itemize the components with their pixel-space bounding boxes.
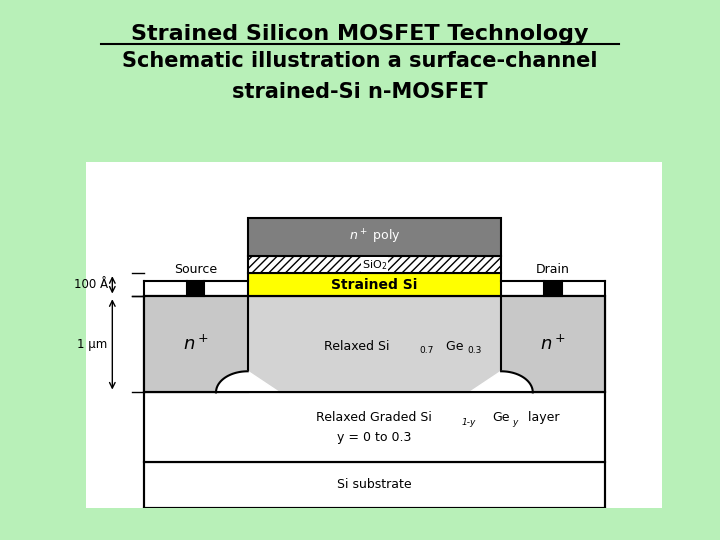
Text: $n^+$ poly: $n^+$ poly [348, 228, 400, 246]
Text: strained-Si n-MOSFET: strained-Si n-MOSFET [232, 82, 488, 102]
Text: Relaxed Graded Si: Relaxed Graded Si [317, 411, 432, 424]
Text: layer: layer [524, 411, 559, 424]
Bar [501, 296, 605, 393]
Bar [248, 218, 501, 256]
Text: y: y [513, 418, 518, 427]
Text: Drain: Drain [536, 264, 570, 276]
Bar [544, 281, 562, 296]
Bar [187, 281, 204, 296]
Bar [248, 372, 501, 393]
Text: 100 Å: 100 Å [73, 279, 108, 292]
Text: y = 0 to 0.3: y = 0 to 0.3 [337, 431, 412, 444]
Text: Ge: Ge [492, 411, 510, 424]
Text: Source: Source [174, 264, 217, 276]
Bar [144, 296, 248, 393]
Bar [248, 256, 501, 273]
Text: Si substrate: Si substrate [337, 478, 412, 491]
Bar [144, 462, 605, 508]
Bar [248, 273, 501, 296]
Text: $n^+$: $n^+$ [183, 335, 209, 354]
Text: $n^+$: $n^+$ [540, 335, 566, 354]
Polygon shape [216, 372, 279, 393]
Text: Strained Si: Strained Si [331, 278, 418, 292]
Bar [144, 393, 605, 462]
Text: Ge: Ge [442, 340, 464, 353]
Text: Schematic illustration a surface-channel: Schematic illustration a surface-channel [122, 51, 598, 71]
Text: Strained Silicon MOSFET Technology: Strained Silicon MOSFET Technology [131, 24, 589, 44]
Text: 0.7: 0.7 [419, 347, 433, 355]
Text: 0.3: 0.3 [468, 347, 482, 355]
Text: 1-y: 1-y [462, 418, 477, 427]
Polygon shape [469, 372, 533, 393]
Text: SiO$_2$: SiO$_2$ [362, 258, 387, 272]
Bar [144, 296, 605, 393]
Text: 1 µm: 1 µm [78, 338, 108, 351]
Text: Relaxed Si: Relaxed Si [325, 340, 390, 353]
